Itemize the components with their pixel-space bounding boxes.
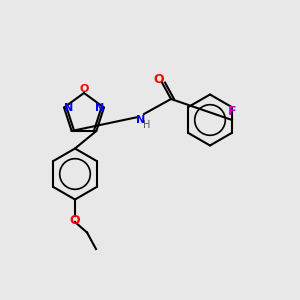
Text: O: O xyxy=(79,83,89,94)
Text: N: N xyxy=(136,115,146,125)
Text: O: O xyxy=(154,73,164,86)
Text: H: H xyxy=(143,119,151,130)
Text: O: O xyxy=(70,214,80,227)
Text: F: F xyxy=(228,105,236,118)
Text: N: N xyxy=(64,103,73,112)
Text: N: N xyxy=(95,103,104,112)
